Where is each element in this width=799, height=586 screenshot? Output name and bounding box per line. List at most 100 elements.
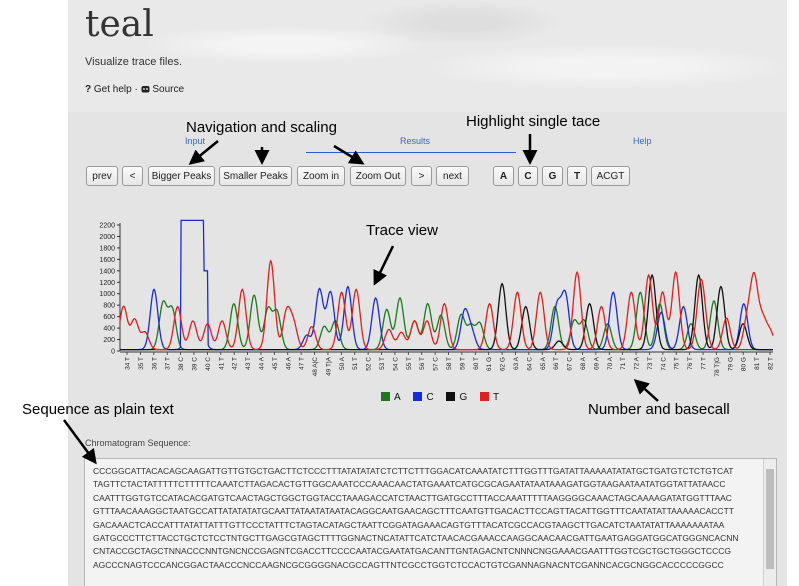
legend-item-t: T: [480, 392, 499, 403]
base-label: 36 T: [151, 357, 158, 370]
trace-g: [120, 273, 773, 351]
legend-item-c: C: [413, 392, 434, 403]
get-help-label: Get help: [93, 84, 132, 95]
base-label: 73 T: [647, 357, 654, 370]
get-help-link[interactable]: ? Get help: [85, 84, 132, 95]
tab-results[interactable]: Results: [400, 136, 431, 146]
base-label: 56 T: [419, 357, 426, 370]
legend-item-a: A: [381, 392, 401, 403]
base-label: 79 G: [727, 357, 734, 371]
base-label: 39 C: [191, 357, 198, 371]
trace-t: [119, 259, 774, 351]
base-label: 68 A: [580, 356, 587, 370]
legend-swatch-c: [413, 392, 423, 401]
tab-help[interactable]: Help: [633, 136, 652, 146]
legend-label-a: A: [394, 392, 401, 403]
base-g-button[interactable]: G: [542, 166, 563, 186]
base-label: 58 T: [446, 357, 453, 370]
base-label: 41 T: [218, 357, 225, 370]
sequence-label: Chromatogram Sequence:: [85, 438, 191, 448]
y-tick-label: 400: [103, 326, 115, 333]
base-label: 74 C: [660, 357, 667, 371]
y-tick-label: 1200: [99, 280, 115, 287]
trace-c: [120, 219, 773, 351]
base-label: 46 A: [285, 356, 292, 370]
y-tick-label: 0: [111, 349, 115, 356]
legend-swatch-a: [381, 392, 390, 401]
base-label: 57 C: [433, 357, 440, 371]
base-label: 38 C: [178, 357, 185, 371]
back-button[interactable]: <: [122, 166, 143, 186]
app-title: teal: [85, 4, 154, 45]
base-label: 51 T: [352, 357, 359, 370]
base-label: 52 C: [366, 357, 373, 371]
base-a-button[interactable]: A: [493, 166, 514, 186]
base-label: 48 A|C: [312, 357, 319, 377]
base-label: 55 T: [406, 357, 413, 370]
question-icon: ?: [85, 84, 92, 95]
y-tick-label: 1000: [99, 291, 115, 298]
base-label: 37 T: [165, 357, 172, 370]
all-bases-button[interactable]: ACGT: [591, 166, 630, 186]
annotation-highlight: Highlight single tace: [466, 113, 601, 130]
main-panel: teal Visualize trace files. ? Get help ·…: [68, 0, 787, 586]
base-label: 69 A: [593, 356, 600, 370]
github-icon: [141, 86, 150, 93]
y-tick-label: 1800: [99, 245, 115, 252]
chart-legend: A C G T: [381, 392, 509, 403]
zoom-in-button[interactable]: Zoom in: [297, 166, 345, 186]
base-label: 35 T: [138, 357, 145, 370]
next-button[interactable]: next: [436, 166, 469, 186]
y-tick-label: 2200: [99, 223, 115, 230]
base-label: 66 T: [553, 357, 560, 370]
base-label: 75 T: [674, 357, 681, 370]
hero-banner: teal Visualize trace files. ? Get help ·…: [68, 0, 787, 112]
legend-label-t: T: [493, 392, 500, 403]
sequence-text: CCCGGCATTACACAGCAAGATTGTTGTGCTGACTTCTCCC…: [93, 466, 739, 570]
y-tick-label: 200: [103, 337, 115, 344]
legend-label-g: G: [459, 392, 468, 403]
annotation-navigation: Navigation and scaling: [186, 119, 337, 136]
base-label: 59 T: [459, 357, 466, 370]
base-label: 62 G: [500, 357, 507, 371]
legend-label-c: C: [426, 392, 434, 403]
forward-button[interactable]: >: [411, 166, 432, 186]
sequence-textarea[interactable]: CCCGGCATTACACAGCAAGATTGTTGTGCTGACTTCTCCC…: [84, 458, 777, 586]
app-subtitle: Visualize trace files.: [85, 56, 183, 68]
base-label: 34 T: [125, 357, 132, 370]
y-tick-label: 1400: [99, 268, 115, 275]
legend-swatch-g: [446, 392, 456, 401]
source-label: Source: [152, 84, 185, 95]
base-label: 76 T: [687, 357, 694, 370]
base-label: 45 T: [272, 357, 279, 370]
y-tick-label: 1600: [99, 257, 115, 264]
sequence-scrollbar[interactable]: [763, 459, 776, 586]
smaller-peaks-button[interactable]: Smaller Peaks: [219, 166, 292, 186]
annotation-trace: Trace view: [366, 222, 438, 239]
legend-item-g: G: [446, 392, 467, 403]
base-c-button[interactable]: C: [518, 166, 538, 186]
base-label: 43 T: [245, 357, 252, 370]
base-label: 77 T: [701, 357, 708, 370]
base-label: 64 C: [526, 357, 533, 371]
prev-button[interactable]: prev: [86, 166, 118, 186]
base-label: 70 A: [607, 356, 614, 370]
bigger-peaks-button[interactable]: Bigger Peaks: [148, 166, 215, 186]
base-label: 72 A: [634, 356, 641, 370]
scroll-thumb[interactable]: [766, 469, 774, 569]
zoom-out-button[interactable]: Zoom Out: [350, 166, 406, 186]
base-label: 67 C: [567, 357, 574, 371]
y-tick-label: 2000: [99, 234, 115, 241]
base-label: 71 T: [620, 357, 627, 370]
base-label: 65 A: [540, 356, 547, 370]
source-link[interactable]: Source: [141, 84, 184, 95]
base-t-button[interactable]: T: [567, 166, 587, 186]
base-label: 61 G: [486, 357, 493, 371]
y-tick-label: 800: [103, 303, 115, 310]
base-label: 49 T|A: [325, 356, 332, 376]
base-label: 53 T: [379, 357, 386, 370]
base-label: 44 A: [258, 356, 265, 370]
active-tab-underline: [306, 152, 516, 153]
header-links: ? Get help · Source: [85, 84, 184, 95]
annotation-sequence: Sequence as plain text: [22, 401, 174, 418]
